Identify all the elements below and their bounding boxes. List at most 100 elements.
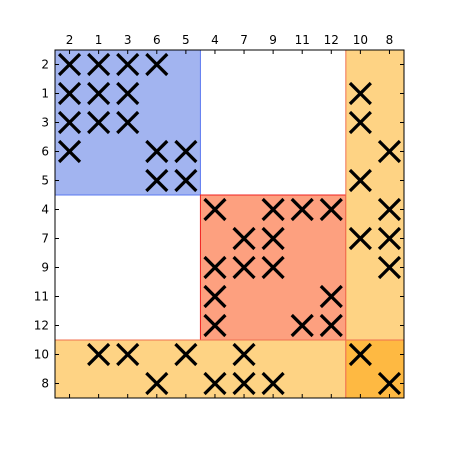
marker-stroke xyxy=(203,313,227,338)
cell-marker-5-5 xyxy=(174,168,198,193)
marker-stroke xyxy=(87,52,111,77)
cell-marker-4-4 xyxy=(203,197,227,222)
x-tick-label: 3 xyxy=(124,33,132,47)
cell-marker-11-4 xyxy=(203,284,227,309)
cell-marker-9-7 xyxy=(232,255,256,280)
marker-stroke xyxy=(116,342,140,367)
marker-stroke xyxy=(261,226,285,251)
marker-stroke xyxy=(261,255,285,280)
x-tick-label: 11 xyxy=(295,33,310,47)
cell-marker-1-10 xyxy=(348,81,372,106)
cell-marker-6-2 xyxy=(57,139,82,164)
x-tick-label: 12 xyxy=(324,33,339,47)
marker-stroke xyxy=(377,226,402,251)
cell-marker-6-8 xyxy=(377,139,402,164)
marker-stroke xyxy=(377,197,402,222)
marker-stroke xyxy=(377,371,402,396)
cell-marker-12-11 xyxy=(290,313,314,338)
cell-marker-6-5 xyxy=(174,139,198,164)
marker-stroke xyxy=(87,110,111,135)
cell-marker-3-1 xyxy=(87,110,111,135)
marker-stroke xyxy=(145,139,169,164)
marker-stroke xyxy=(174,168,198,193)
marker-stroke xyxy=(319,313,343,338)
x-tick-label: 9 xyxy=(269,33,277,47)
cell-marker-10-7 xyxy=(232,342,256,367)
cell-marker-8-7 xyxy=(232,371,256,396)
marker-stroke xyxy=(203,371,227,396)
cell-marker-4-9 xyxy=(261,197,285,222)
cell-marker-2-1 xyxy=(87,52,111,77)
marker-stroke xyxy=(174,139,198,164)
cell-marker-3-10 xyxy=(348,110,372,135)
cell-marker-5-10 xyxy=(348,168,372,193)
cell-marker-8-6 xyxy=(145,371,169,396)
marker-stroke xyxy=(319,197,343,222)
y-tick-label: 6 xyxy=(41,145,49,159)
cell-marker-4-8 xyxy=(377,197,402,222)
marker-stroke xyxy=(87,342,111,367)
y-tick-label: 8 xyxy=(41,377,49,391)
marker-stroke xyxy=(203,255,227,280)
marker-stroke xyxy=(57,81,82,106)
marker-stroke xyxy=(203,197,227,222)
marker-stroke xyxy=(203,284,227,309)
marker-stroke xyxy=(116,81,140,106)
marker-stroke xyxy=(57,52,82,77)
marker-stroke xyxy=(145,168,169,193)
cell-marker-10-3 xyxy=(116,342,140,367)
marker-stroke xyxy=(232,255,256,280)
marker-stroke xyxy=(145,371,169,396)
cell-marker-7-8 xyxy=(377,226,402,251)
cell-marker-4-12 xyxy=(319,197,343,222)
marker-stroke xyxy=(232,371,256,396)
marker-stroke xyxy=(261,197,285,222)
cell-marker-9-9 xyxy=(261,255,285,280)
cell-marker-5-6 xyxy=(145,168,169,193)
y-tick-label: 12 xyxy=(34,319,49,333)
marker-stroke xyxy=(261,371,285,396)
cell-marker-9-4 xyxy=(203,255,227,280)
marker-stroke xyxy=(348,110,372,135)
marker-stroke xyxy=(348,226,372,251)
marker-stroke xyxy=(377,255,402,280)
y-tick-label: 2 xyxy=(41,58,49,72)
marker-stroke xyxy=(57,139,82,164)
x-tick-label: 2 xyxy=(66,33,74,47)
cell-marker-7-10 xyxy=(348,226,372,251)
marker-stroke xyxy=(348,342,372,367)
cell-marker-7-9 xyxy=(261,226,285,251)
x-tick-label: 7 xyxy=(240,33,248,47)
x-tick-label: 5 xyxy=(182,33,190,47)
x-tick-label: 4 xyxy=(211,33,219,47)
marker-stroke xyxy=(116,110,140,135)
cell-marker-4-11 xyxy=(290,197,314,222)
x-tick-label: 6 xyxy=(153,33,161,47)
x-tick-label: 8 xyxy=(386,33,394,47)
marker-stroke xyxy=(232,226,256,251)
marker-stroke xyxy=(57,110,82,135)
cell-marker-10-10 xyxy=(348,342,372,367)
cell-marker-8-4 xyxy=(203,371,227,396)
cell-marker-3-3 xyxy=(116,110,140,135)
cell-marker-10-5 xyxy=(174,342,198,367)
y-tick-label: 5 xyxy=(41,174,49,188)
y-tick-label: 11 xyxy=(34,290,49,304)
marker-stroke xyxy=(348,81,372,106)
cell-marker-10-1 xyxy=(87,342,111,367)
cell-markers xyxy=(57,52,402,396)
cell-marker-12-4 xyxy=(203,313,227,338)
marker-stroke xyxy=(87,81,111,106)
y-tick-label: 9 xyxy=(41,261,49,275)
y-tick-label: 7 xyxy=(41,232,49,246)
marker-stroke xyxy=(348,168,372,193)
cell-marker-1-3 xyxy=(116,81,140,106)
x-tick-label: 1 xyxy=(95,33,103,47)
cell-marker-7-7 xyxy=(232,226,256,251)
marker-stroke xyxy=(116,52,140,77)
marker-stroke xyxy=(174,342,198,367)
cell-marker-6-6 xyxy=(145,139,169,164)
marker-stroke xyxy=(290,313,314,338)
